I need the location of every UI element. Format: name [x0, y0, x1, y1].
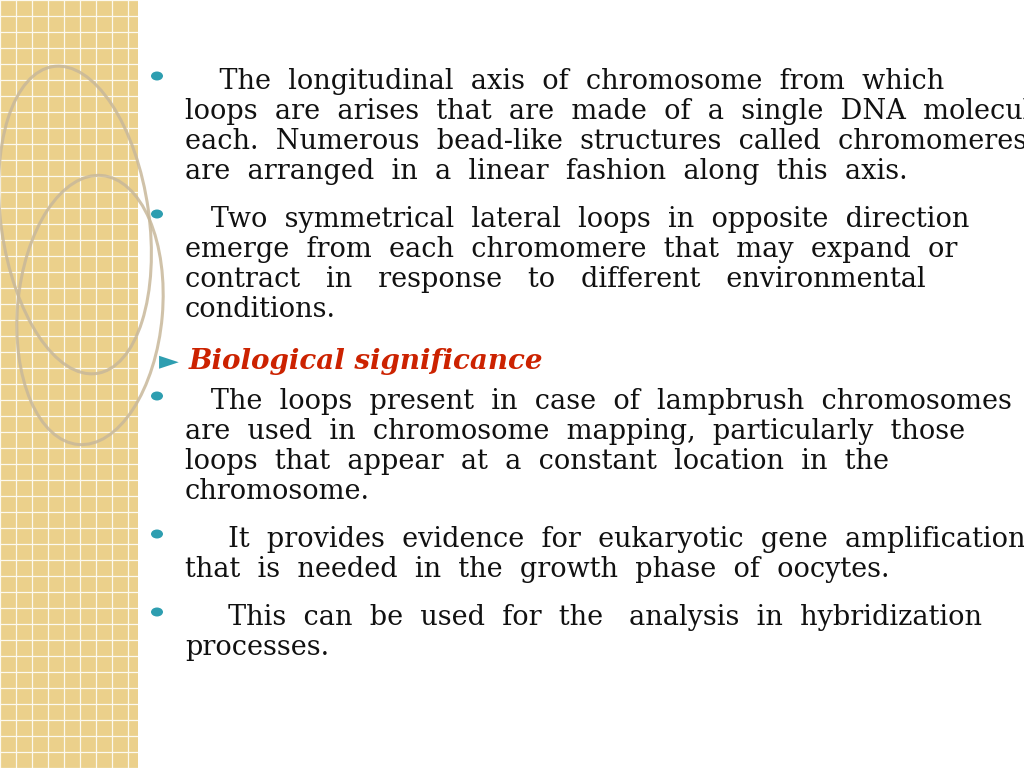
- Text: processes.: processes.: [185, 634, 329, 661]
- Text: chromosome.: chromosome.: [185, 478, 370, 505]
- Bar: [0, 0, 138, 768]
- Ellipse shape: [151, 392, 163, 400]
- Text: ►: ►: [159, 348, 179, 374]
- Text: emerge  from  each  chromomere  that  may  expand  or: emerge from each chromomere that may exp…: [185, 236, 957, 263]
- Text: The  loops  present  in  case  of  lampbrush  chromosomes: The loops present in case of lampbrush c…: [185, 388, 1012, 415]
- Text: This  can  be  used  for  the   analysis  in  hybridization: This can be used for the analysis in hyb…: [185, 604, 982, 631]
- Ellipse shape: [151, 210, 163, 219]
- Text: are  arranged  in  a  linear  fashion  along  this  axis.: are arranged in a linear fashion along t…: [185, 158, 907, 185]
- Text: are  used  in  chromosome  mapping,  particularly  those: are used in chromosome mapping, particul…: [185, 418, 966, 445]
- Text: The  longitudinal  axis  of  chromosome  from  which: The longitudinal axis of chromosome from…: [185, 68, 944, 95]
- Text: conditions.: conditions.: [185, 296, 336, 323]
- Text: loops  that  appear  at  a  constant  location  in  the: loops that appear at a constant location…: [185, 448, 889, 475]
- Text: It  provides  evidence  for  eukaryotic  gene  amplification: It provides evidence for eukaryotic gene…: [185, 526, 1024, 553]
- Text: Biological significance: Biological significance: [189, 348, 544, 375]
- Ellipse shape: [151, 71, 163, 81]
- Text: Two  symmetrical  lateral  loops  in  opposite  direction: Two symmetrical lateral loops in opposit…: [185, 206, 970, 233]
- Bar: [0, 0, 138, 768]
- Ellipse shape: [151, 529, 163, 538]
- Text: each.  Numerous  bead-like  structures  called  chromomeres: each. Numerous bead-like structures call…: [185, 128, 1024, 155]
- Ellipse shape: [151, 607, 163, 617]
- Text: that  is  needed  in  the  growth  phase  of  oocytes.: that is needed in the growth phase of oo…: [185, 556, 890, 583]
- Text: loops  are  arises  that  are  made  of  a  single  DNA  molecule: loops are arises that are made of a sing…: [185, 98, 1024, 125]
- Text: contract   in   response   to   different   environmental: contract in response to different enviro…: [185, 266, 926, 293]
- Bar: [138, 0, 1024, 768]
